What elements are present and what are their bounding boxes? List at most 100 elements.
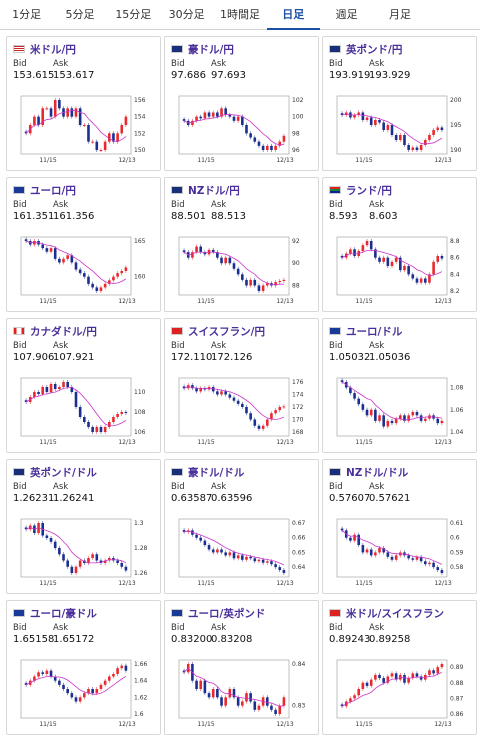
bid-value: 107.906 [13, 352, 55, 363]
candle-down [261, 145, 265, 150]
candle-up [224, 697, 227, 706]
tab-0[interactable]: 1分足 [12, 8, 42, 21]
pair-card[interactable]: ユーロ/円 Bid Ask 161.351 161.356 165 160 11/15 12/1… [6, 177, 161, 312]
pair-name[interactable]: ユーロ/豪ドル [30, 607, 97, 620]
x-tick-label: 11/15 [39, 721, 56, 728]
ask-label: Ask [53, 623, 69, 633]
ask-value: 1.26241 [53, 493, 95, 504]
price-chart[interactable]: 176 174 172 170 168 11/15 12/13 [171, 374, 314, 450]
candle-down [87, 422, 90, 427]
candle-up [53, 100, 57, 117]
candle-up [390, 673, 394, 677]
pair-card[interactable]: NZドル/円 Bid Ask 88.501 88.513 92 90 88 11/15 12/13 [164, 177, 319, 312]
pair-card[interactable]: 豪ドル/ドル Bid Ask 0.63587 0.63596 0.67 0.66 0.65 0.… [164, 459, 319, 594]
price-chart[interactable]: 1.08 1.06 1.04 11/15 12/13 [329, 374, 472, 450]
pair-name[interactable]: NZドル/円 [188, 184, 240, 197]
pair-name[interactable]: 英ポンド/ドル [30, 466, 97, 479]
pair-card[interactable]: ユーロ/英ポンド Bid Ask 0.83200 0.83208 0.84 0.83 11/1… [164, 600, 319, 735]
pair-card[interactable]: ランド/円 Bid Ask 8.593 8.603 8.8 8.6 8.4 8.2 11/15 12… [322, 177, 477, 312]
price-chart[interactable]: 1.66 1.64 1.62 1.6 11/15 12/13 [13, 656, 156, 732]
tab-3[interactable]: 30分足 [168, 8, 205, 21]
tab-6[interactable]: 週足 [335, 8, 358, 21]
y-tick-label: 190 [450, 147, 462, 154]
candle-down [236, 268, 240, 275]
pair-card[interactable]: スイスフラン/円 Bid Ask 172.110 172.126 176 174 172 170… [164, 318, 319, 453]
y-tick-label: 156 [134, 97, 146, 104]
candle-up [103, 427, 107, 432]
pair-name[interactable]: スイスフラン/円 [188, 325, 266, 338]
y-tick-label: 1.26 [134, 570, 148, 577]
price-chart[interactable]: 8.8 8.6 8.4 8.2 11/15 12/13 [329, 233, 472, 309]
candle-up [282, 135, 286, 142]
x-tick-label: 12/13 [434, 580, 451, 587]
price-chart[interactable]: 110 108 106 11/15 12/13 [13, 374, 156, 450]
bid-value: 1.65158 [13, 634, 55, 645]
candle-up [216, 549, 219, 553]
ask-value: 0.63596 [211, 493, 253, 504]
pair-name[interactable]: ユーロ/円 [30, 184, 76, 197]
candle-up [74, 566, 78, 573]
candle-down [403, 674, 406, 683]
candle-up [274, 282, 277, 286]
moving-average-line [183, 667, 284, 707]
price-chart[interactable]: 0.61 0.6 0.59 0.58 11/15 12/13 [329, 515, 472, 591]
candle-down [24, 527, 28, 530]
price-chart[interactable]: 0.89 0.88 0.87 0.86 11/15 12/13 [329, 656, 472, 732]
price-chart[interactable]: 165 160 11/15 12/13 [13, 233, 156, 309]
pair-name[interactable]: 米ドル/スイスフラン [346, 607, 445, 620]
pair-card[interactable]: ユーロ/豪ドル Bid Ask 1.65158 1.65172 1.66 1.64 1.62 1… [6, 600, 161, 735]
candle-down [78, 269, 82, 274]
candle-down [91, 427, 94, 432]
tab-4[interactable]: 1時間足 [219, 8, 260, 21]
pair-card[interactable]: 米ドル/スイスフラン Bid Ask 0.89243 0.89258 0.89 0.88 0.… [322, 600, 477, 735]
pair-card[interactable]: カナダドル/円 Bid Ask 107.906 107.921 110 108 106 11/1… [6, 318, 161, 453]
price-chart[interactable]: 156 154 152 150 11/15 12/13 [13, 92, 156, 168]
pair-name[interactable]: 豪ドル/円 [188, 43, 234, 56]
pair-name[interactable]: カナダドル/円 [30, 325, 97, 338]
candle-up [440, 420, 444, 424]
pair-card[interactable]: 英ポンド/ドル Bid Ask 1.26231 1.26241 1.3 1.28 1.26 11… [6, 459, 161, 594]
y-tick-label: 150 [134, 147, 146, 154]
y-tick-label: 0.64 [292, 564, 306, 571]
price-chart[interactable]: 200 195 190 11/15 12/13 [329, 92, 472, 168]
price-chart[interactable]: 102 100 98 96 11/15 12/13 [171, 92, 314, 168]
price-chart[interactable]: 0.84 0.83 11/15 12/13 [171, 656, 314, 732]
bid-value: 88.501 [171, 211, 206, 222]
candle-up [428, 562, 431, 565]
candle-down [220, 697, 223, 706]
eu-flag-icon [13, 186, 25, 194]
pair-name[interactable]: 豪ドル/ドル [188, 466, 245, 479]
candle-down [253, 137, 257, 142]
tab-7[interactable]: 月足 [388, 8, 411, 21]
bid-label: Bid [171, 200, 185, 210]
tab-2[interactable]: 15分足 [115, 8, 152, 21]
pair-card[interactable]: 豪ドル/円 Bid Ask 97.686 97.693 102 100 98 96 11/15 12… [164, 36, 319, 171]
tab-1[interactable]: 5分足 [65, 8, 95, 21]
pair-name[interactable]: ユーロ/ドル [346, 325, 403, 338]
ask-value: 88.513 [211, 211, 246, 222]
pair-name[interactable]: 英ポンド/円 [346, 43, 403, 56]
price-chart[interactable]: 92 90 88 11/15 12/13 [171, 233, 314, 309]
y-tick-label: 0.84 [292, 661, 306, 668]
price-chart[interactable]: 0.67 0.66 0.65 0.64 11/15 12/13 [171, 515, 314, 591]
price-chart[interactable]: 1.3 1.28 1.26 11/15 12/13 [13, 515, 156, 591]
pair-name[interactable]: NZドル/ドル [346, 466, 409, 479]
ask-label: Ask [369, 59, 385, 69]
y-tick-label: 0.67 [292, 520, 306, 527]
au-flag-icon [171, 45, 183, 53]
x-tick-label: 12/13 [276, 439, 293, 446]
pair-card[interactable]: 英ポンド/円 Bid Ask 193.919 193.929 200 195 190 11/15… [322, 36, 477, 171]
pair-card[interactable]: NZドル/ドル Bid Ask 0.57607 0.57621 0.61 0.6 0.59 0.… [322, 459, 477, 594]
tab-5[interactable]: 日足 [266, 0, 320, 30]
pair-name[interactable]: ランド/円 [346, 184, 392, 197]
pair-card[interactable]: 米ドル/円 Bid Ask 153.615 153.617 156 154 152 150 11/… [6, 36, 161, 171]
candle-up [211, 689, 215, 698]
candle-up [245, 693, 248, 702]
candle-up [112, 674, 115, 677]
candle-down [124, 412, 128, 413]
pair-name[interactable]: ユーロ/英ポンド [188, 607, 266, 620]
candle-up [407, 678, 410, 683]
bid-label: Bid [13, 623, 27, 633]
pair-card[interactable]: ユーロ/ドル Bid Ask 1.05032 1.05036 1.08 1.06 1.04 11… [322, 318, 477, 453]
pair-name[interactable]: 米ドル/円 [30, 43, 76, 56]
